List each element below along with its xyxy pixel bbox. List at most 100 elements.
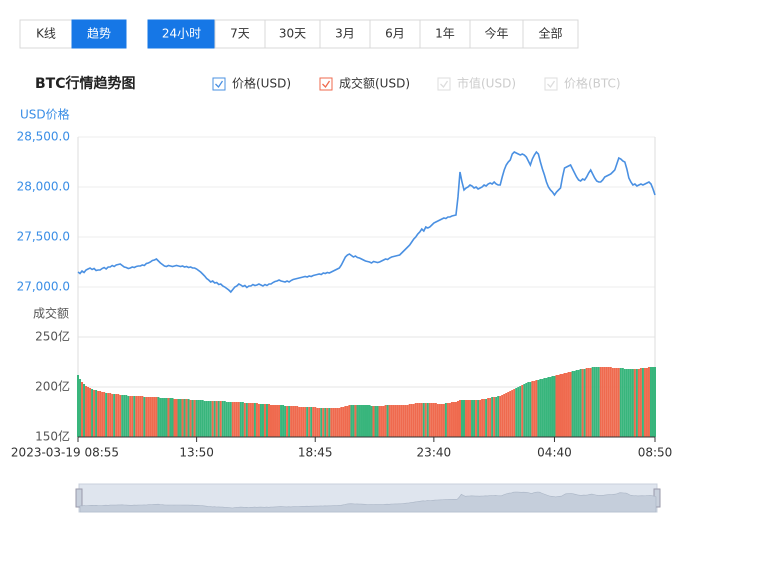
legend-label[interactable]: 价格(BTC) (564, 76, 621, 91)
volume-bar (191, 400, 194, 437)
volume-bar (541, 379, 544, 437)
volume-bar (412, 404, 415, 437)
volume-bar (211, 401, 214, 437)
volume-bar (135, 396, 138, 437)
volume-bar (495, 397, 498, 437)
volume-bar (471, 400, 474, 437)
volume-bar (456, 401, 459, 437)
volume-bar (491, 397, 494, 437)
volume-bar (181, 399, 184, 437)
tab-button[interactable] (369, 19, 421, 49)
volume-bar (565, 373, 568, 437)
tab-button[interactable] (19, 19, 73, 49)
volume-bar (306, 407, 309, 437)
volume-bar (651, 367, 654, 437)
volume-bar (521, 385, 524, 437)
volume-bar (91, 389, 94, 437)
zoom-handle[interactable] (75, 488, 83, 508)
volume-bar (249, 403, 252, 437)
volume-bar (159, 398, 162, 437)
volume-bar (523, 384, 526, 437)
volume-bar (360, 405, 363, 437)
volume-bar (123, 395, 126, 437)
legend-label[interactable]: 价格(USD) (232, 76, 291, 91)
volume-bar (643, 368, 646, 437)
volume-bar (503, 394, 506, 437)
tab-button[interactable] (264, 19, 321, 49)
legend-label[interactable]: 市值(USD) (457, 76, 516, 91)
tab-button[interactable] (419, 19, 471, 49)
volume-bar (107, 393, 110, 437)
tab-label[interactable]: 3月 (335, 27, 355, 41)
volume-bar (145, 397, 148, 437)
volume-bar (85, 386, 88, 437)
volume-bar (537, 380, 540, 437)
tab-label[interactable]: 24小时 (162, 27, 201, 41)
volume-bar (334, 408, 337, 437)
tab-label[interactable]: 全部 (538, 26, 562, 41)
volume-bar (207, 401, 210, 437)
volume-bar (410, 404, 413, 437)
tab-label[interactable]: K线 (36, 27, 56, 41)
tab-button[interactable] (522, 19, 579, 49)
tab-label[interactable]: 7天 (230, 27, 250, 41)
tab-button[interactable] (319, 19, 371, 49)
volume-bar (567, 372, 570, 437)
volume-bar (298, 407, 301, 437)
volume-bar (475, 400, 478, 437)
volume-bar (213, 401, 216, 437)
legend-checkbox[interactable] (437, 77, 451, 91)
volume-bar (460, 400, 463, 437)
tab-label[interactable]: 6月 (385, 27, 405, 41)
tab-label[interactable]: 今年 (484, 26, 508, 41)
tab-label[interactable]: 30天 (279, 27, 306, 41)
tab-label[interactable]: 1年 (435, 27, 455, 41)
volume-bar (438, 404, 441, 437)
volume-bar (255, 403, 258, 437)
volume-bar (446, 403, 449, 437)
volume-bar (318, 408, 321, 437)
volume-bar (605, 367, 608, 437)
volume-bar (81, 382, 84, 437)
tab-button[interactable] (469, 19, 524, 49)
y-axis-label: USD价格 (20, 107, 70, 122)
volume-bar (272, 405, 275, 437)
tab-label[interactable]: 趋势 (87, 27, 111, 41)
tab-button[interactable] (214, 19, 266, 49)
volume-bar (378, 406, 381, 437)
volume-bar (143, 397, 146, 437)
volume-bar (444, 403, 447, 437)
volume-bar (469, 400, 472, 437)
x-tick-label: 08:50 (638, 446, 673, 460)
volume-bar (157, 397, 160, 437)
volume-bar (117, 394, 120, 437)
volume-bar (418, 403, 421, 437)
volume-bar (497, 396, 500, 437)
volume-bar (354, 405, 357, 437)
volume-bar (161, 398, 164, 437)
volume-bar (310, 407, 313, 437)
volume-bar (105, 393, 108, 437)
volume-bar (346, 406, 349, 437)
volume-bar (613, 368, 616, 437)
tab-button[interactable] (71, 19, 127, 49)
volume-bar (280, 405, 283, 437)
volume-bar (617, 368, 620, 437)
volume-bar (215, 401, 218, 437)
volume-bar (392, 405, 395, 437)
volume-bar (239, 402, 242, 437)
legend-label[interactable]: 成交额(USD) (339, 76, 410, 91)
volume-bar (402, 405, 405, 437)
legend-checkbox[interactable] (544, 77, 558, 91)
volume-bar (414, 403, 417, 437)
legend-checkbox[interactable] (212, 77, 226, 91)
volume-bar (448, 403, 451, 437)
volume-bar (601, 367, 604, 437)
volume-bar (583, 369, 586, 437)
legend-checkbox[interactable] (319, 77, 333, 91)
volume-bar (314, 407, 317, 437)
volume-bar (352, 405, 355, 437)
volume-bar (79, 379, 82, 437)
volume-bar (187, 399, 190, 437)
volume-bar (219, 401, 222, 437)
